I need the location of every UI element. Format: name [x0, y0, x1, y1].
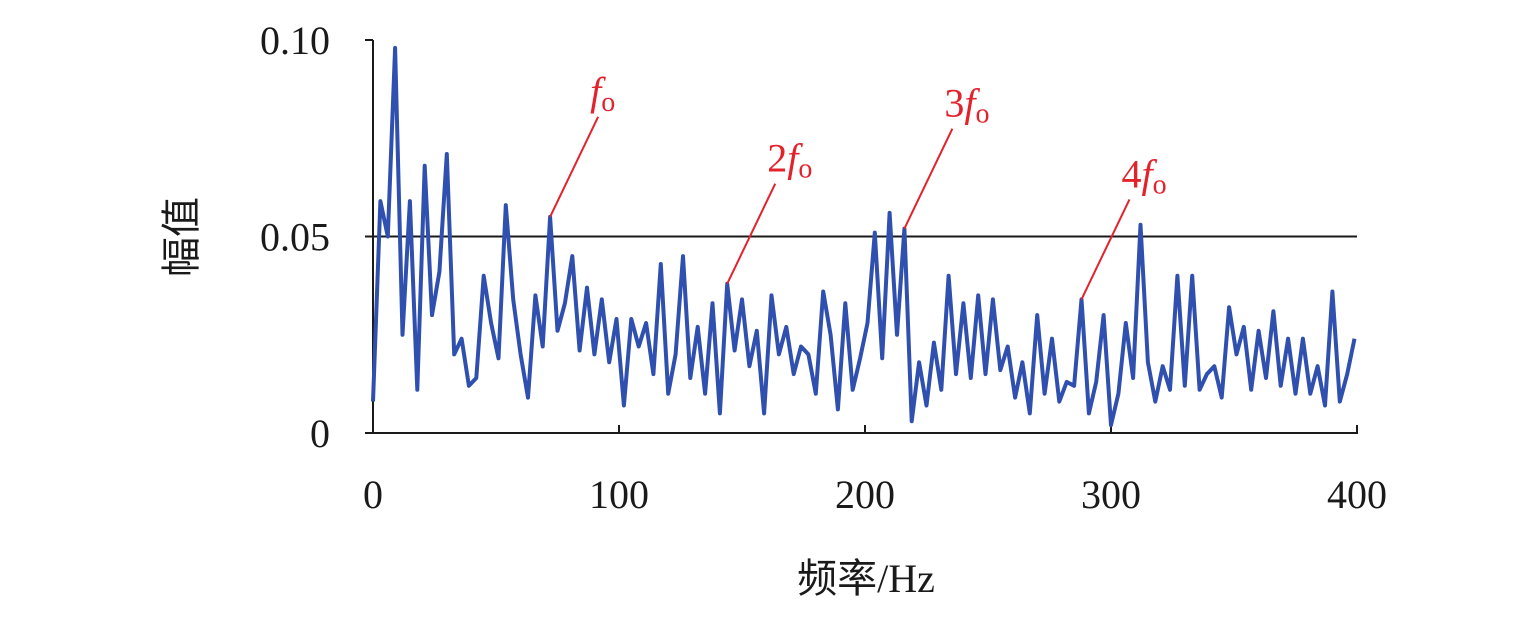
annotation-subscript: o	[975, 99, 989, 130]
annotation: 2fo	[767, 136, 812, 185]
data-line	[371, 45, 1357, 428]
annotation-leader	[1080, 198, 1131, 300]
annotation: 4fo	[1121, 151, 1166, 200]
x-tick-label: 100	[589, 472, 649, 517]
x-tick-label: 300	[1081, 472, 1141, 517]
x-tick-label: 200	[835, 472, 895, 517]
annotation-prefix: 2	[767, 136, 787, 181]
x-tick-label: 400	[1327, 472, 1387, 517]
x-tick-label: 0	[363, 472, 383, 517]
annotation-leader	[903, 128, 954, 230]
annotation-subscript: o	[601, 87, 615, 118]
annotation-subscript: o	[798, 154, 812, 185]
y-tick-label: 0.10	[260, 18, 330, 63]
x-axis-label: 频率/Hz	[797, 556, 935, 601]
annotation-prefix: 3	[944, 81, 964, 126]
y-axis-label: 幅值	[159, 197, 204, 277]
y-tick-label: 0.05	[260, 215, 330, 260]
annotation: fo	[590, 69, 615, 118]
annotation-subscript: o	[1153, 169, 1167, 200]
y-tick-label: 0	[310, 411, 330, 456]
annotation-leader	[726, 183, 777, 285]
annotation-leader	[549, 116, 600, 218]
annotation-prefix: 4	[1121, 151, 1141, 196]
annotation: 3fo	[944, 81, 989, 130]
